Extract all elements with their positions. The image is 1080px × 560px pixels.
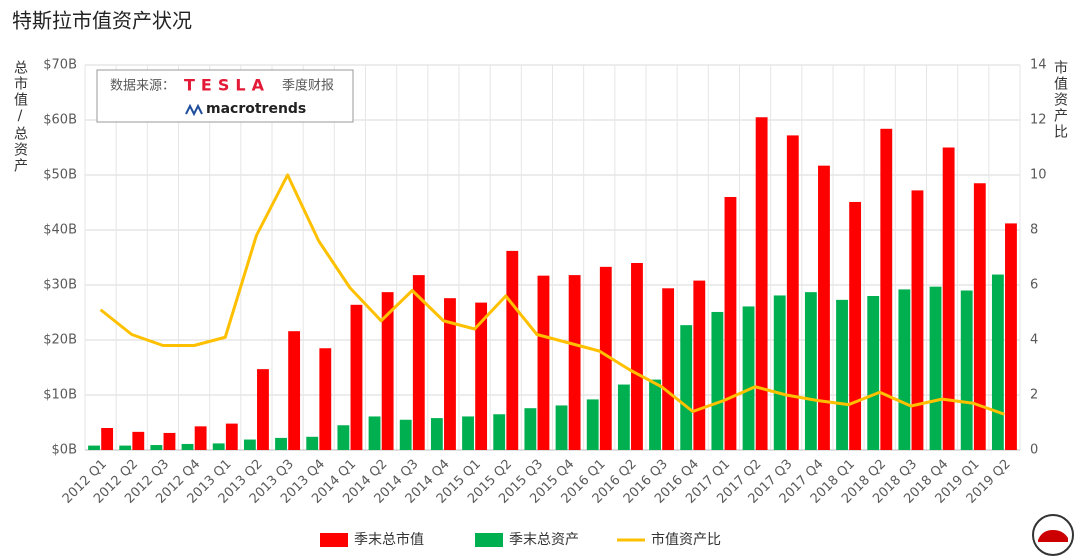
bar: [119, 445, 132, 450]
bar: [1005, 223, 1017, 450]
source-prefix: 数据来源：: [110, 79, 175, 94]
bar: [711, 311, 724, 450]
bar: [399, 419, 412, 450]
bar: [680, 325, 693, 450]
bar: [755, 117, 768, 450]
bar: [88, 445, 100, 450]
source-frame: [96, 69, 354, 123]
y2-tick-label: 2: [1030, 388, 1038, 403]
bar: [275, 437, 287, 450]
bar: [818, 165, 830, 450]
bar: [475, 302, 488, 450]
bar: [631, 263, 643, 450]
y2-tick-label: 4: [1030, 333, 1038, 348]
y-tick-label: $0B: [52, 443, 77, 458]
bar: [132, 431, 145, 450]
bar: [973, 183, 986, 450]
bar: [212, 443, 225, 450]
y-axis-label: 总市值/总资产: [12, 60, 28, 174]
legend-label: 市值资产比: [651, 531, 721, 548]
bar: [991, 274, 1004, 450]
bar: [693, 280, 706, 450]
y2-tick-label: 6: [1030, 278, 1038, 293]
bar: [493, 414, 506, 450]
bar: [462, 416, 474, 450]
legend-label: 季末总资产: [509, 532, 579, 548]
line: [99, 173, 1005, 416]
bar: [911, 190, 924, 450]
legend-swatch: [475, 533, 503, 547]
y2-tick-label: 10: [1030, 168, 1047, 183]
bar: [960, 290, 973, 450]
bar: [101, 428, 114, 450]
bar: [368, 416, 381, 450]
bar: [555, 405, 568, 450]
bar: [194, 426, 207, 450]
source-box: 数据来源： TESLA 季度财报 macrotrends: [96, 69, 354, 123]
bar: [350, 304, 363, 450]
bar: [288, 331, 301, 450]
icon-car: [1038, 530, 1068, 542]
bar: [649, 379, 661, 450]
bar: [412, 275, 425, 450]
site-icon: [185, 103, 203, 117]
y-tick-label: $10B: [43, 388, 77, 403]
y2-tick-label: 12: [1030, 113, 1047, 128]
y-tick-label: $30B: [43, 278, 77, 293]
bar: [319, 348, 332, 450]
legend-swatch: [320, 533, 348, 547]
y2-tick-label: 0: [1030, 443, 1038, 458]
y2-tick-label: 14: [1030, 58, 1047, 73]
car-icon: [1032, 514, 1074, 556]
bar: [568, 275, 581, 450]
marks: [88, 117, 1017, 451]
bar: [742, 306, 755, 450]
y-tick-label: $60B: [43, 113, 77, 128]
bar: [257, 369, 269, 450]
source-site: macrotrends: [206, 101, 306, 117]
bar: [150, 445, 163, 450]
bar: [786, 135, 799, 450]
bar: [243, 439, 256, 450]
bar: [506, 250, 519, 450]
bar: [849, 201, 862, 450]
y-tick-label: $20B: [43, 333, 77, 348]
source-suffix: 季度财报: [282, 78, 334, 94]
bar: [898, 289, 911, 450]
bar: [804, 292, 817, 450]
y-tick-label: $40B: [43, 223, 77, 238]
bar: [867, 296, 880, 450]
bar: [181, 443, 194, 450]
bar: [724, 197, 737, 450]
bar: [306, 436, 319, 450]
legend-label: 季末总市值: [354, 531, 424, 548]
bar: [225, 423, 238, 450]
bar: [524, 408, 537, 450]
bar: [444, 298, 456, 450]
bar: [929, 286, 942, 450]
y2-tick-label: 8: [1030, 223, 1038, 238]
bar: [662, 288, 675, 450]
bar: [617, 384, 630, 450]
source-brand: TESLA: [184, 76, 270, 95]
legend: 季末总市值 季末总资产 市值资产比: [320, 531, 721, 548]
bar: [381, 292, 394, 450]
bar: [537, 275, 550, 450]
y2-axis-label: 市值资产比: [1052, 59, 1068, 140]
bar: [586, 399, 599, 450]
bar: [773, 295, 786, 450]
bar: [880, 128, 893, 451]
bar: [836, 299, 848, 450]
bar: [942, 147, 955, 450]
bar: [430, 418, 443, 450]
y-tick-label: $70B: [43, 58, 77, 73]
y-tick-label: $50B: [43, 168, 77, 183]
bar: [337, 425, 350, 450]
bar: [599, 266, 612, 450]
chart-title: 特斯拉市值资产状况: [12, 9, 192, 33]
bar: [163, 432, 176, 450]
grid: [84, 64, 1021, 451]
